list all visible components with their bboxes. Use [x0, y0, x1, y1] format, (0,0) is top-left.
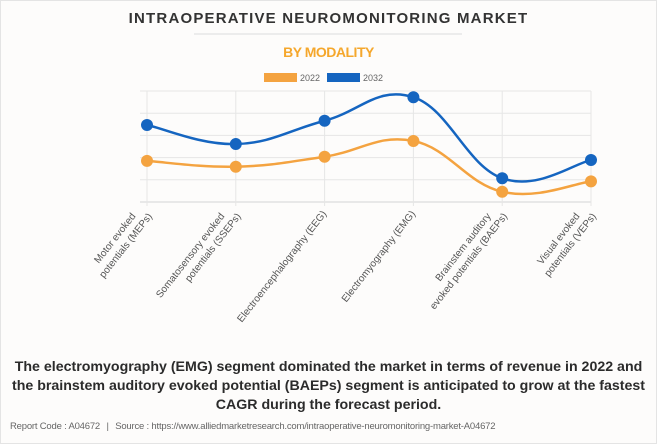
series-points [141, 91, 597, 198]
data-point-2022 [407, 134, 420, 147]
x-tick-label-line: Somatosensory evoked [154, 211, 227, 300]
data-point-2032 [318, 114, 331, 127]
legend-label-2022: 2022 [300, 73, 320, 83]
series-line-2022 [146, 138, 592, 196]
chart-subtitle: BY MODALITY [283, 44, 374, 60]
source-link[interactable]: Source : https://www.alliedmarketresearc… [115, 421, 496, 432]
grid [140, 90, 592, 206]
chart-title: INTRAOPERATIVE NEUROMONITORING MARKET [128, 10, 529, 27]
x-tick-label: Visual evokedpotentials (VEPs) [532, 203, 598, 279]
x-tick-label: Brainstem auditoryevoked potentials (BAE… [418, 203, 510, 312]
data-point-2032 [407, 91, 420, 104]
line-chart: 2022 2032 Motor evokedpotentials (MEPs) So… [87, 73, 599, 325]
legend-label-2032: 2032 [363, 73, 383, 83]
data-point-2022 [318, 150, 331, 163]
legend-swatch-2032 [327, 73, 360, 82]
x-tick-label: Motor evokedpotentials (MEPs) [87, 203, 155, 280]
footer-separator: | [106, 421, 109, 432]
data-point-2022 [229, 160, 242, 173]
x-tick-label: Electroencephalography (EEG) [235, 209, 329, 325]
footer: Report Code : A04672 | Source : https://… [10, 421, 496, 432]
legend-swatch-2022 [264, 73, 297, 82]
legend: 2022 2032 [264, 73, 383, 83]
data-point-2022 [496, 185, 509, 198]
data-point-2032 [496, 172, 509, 185]
data-point-2032 [141, 118, 153, 131]
x-tick-label-line: Electroencephalography (EEG) [235, 209, 329, 325]
data-point-2032 [585, 154, 597, 167]
chart-description: The electromyography (EMG) segment domin… [11, 359, 646, 413]
x-tick-label: Electromyography (EMG) [340, 209, 418, 305]
x-tick-label-line: Electromyography (EMG) [340, 209, 418, 305]
title-divider [194, 33, 462, 35]
series-line-2032 [146, 93, 592, 183]
x-tick-label-line: evoked potentials (BAEPs) [428, 211, 510, 312]
report-code: Report Code : A04672 [10, 421, 101, 432]
x-axis-labels: Motor evokedpotentials (MEPs) Somatosenso… [87, 203, 599, 325]
data-point-2022 [141, 154, 153, 167]
series-lines [146, 93, 592, 196]
data-point-2032 [229, 138, 242, 151]
data-point-2022 [585, 175, 597, 188]
x-tick-label: Somatosensory evokedpotentials (SSEPs) [154, 203, 243, 308]
